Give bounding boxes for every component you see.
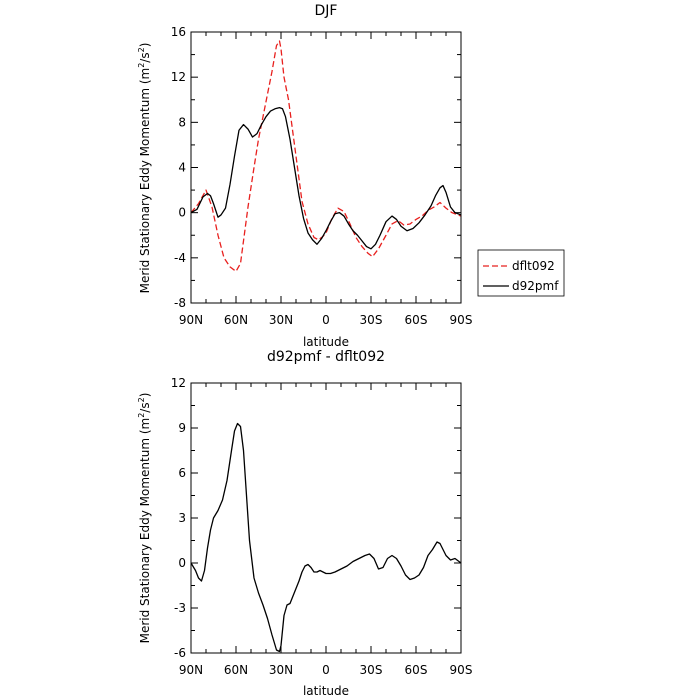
y-axis-unit-open: (m [138, 418, 152, 434]
y-tick-label: 8 [178, 115, 186, 129]
series-line-d92pmf [190, 107, 462, 250]
y-axis-unit-close: ) [138, 43, 152, 48]
y-tick-label: -4 [174, 251, 186, 265]
y-axis-label-text: Merid Stationary Eddy Momentum [138, 88, 152, 293]
x-axis-label: latitude [303, 684, 349, 698]
top-panel: DJF -8 -4 0 4 8 12 16 90N 60N 30N 0 30S 60S 90S lati… [137, 3, 565, 349]
x-tick-labels: 90N 60N 30N 0 30S 60S 90S [179, 663, 473, 677]
x-tick-label: 90N [179, 313, 203, 327]
x-tick-label: 90S [450, 313, 473, 327]
series-group [190, 422, 462, 653]
y-axis-unit-open: (m [138, 68, 152, 84]
y-axis-label-text: Merid Stationary Eddy Momentum [138, 438, 152, 643]
legend-box [477, 249, 565, 297]
x-tick-label: 60N [224, 663, 248, 677]
y-tick-label: 12 [171, 70, 186, 84]
x-tick-label: 30S [360, 663, 383, 677]
y-axis-unit-sup2: 2 [137, 397, 146, 402]
bottom-panel: d92pmf - dflt092 -6 -3 0 3 6 9 12 90N 60N 30N 0 30… [137, 349, 472, 698]
y-axis-unit-close: ) [138, 393, 152, 398]
tick-marks [190, 382, 462, 654]
y-tick-label: 6 [178, 466, 186, 480]
y-tick-label: 0 [178, 556, 186, 570]
x-tick-label: 90S [450, 663, 473, 677]
x-tick-label: 30N [269, 313, 293, 327]
y-tick-label: 4 [178, 161, 186, 175]
x-tick-label: 0 [322, 663, 330, 677]
series-line-dflt092 [190, 40, 462, 273]
y-axis-unit-mid: /s [138, 402, 152, 412]
y-tick-labels: -8 -4 0 4 8 12 16 [171, 25, 186, 310]
plot-frame [190, 31, 462, 304]
x-tick-label: 60S [405, 313, 428, 327]
series-group [190, 40, 462, 273]
y-tick-label: -6 [174, 646, 186, 660]
x-axis-label: latitude [303, 335, 349, 349]
chart-title: d92pmf - dflt092 [267, 349, 385, 365]
y-tick-label: 9 [178, 421, 186, 435]
x-tick-label: 90N [179, 663, 203, 677]
y-axis-unit-sup1: 2 [137, 413, 146, 418]
x-tick-labels: 90N 60N 30N 0 30S 60S 90S [179, 313, 473, 327]
y-tick-label: -8 [174, 296, 186, 310]
y-axis-label: Merid Stationary Eddy Momentum (m2/s2) [137, 393, 152, 644]
series-line-difference [190, 422, 462, 653]
y-axis-label: Merid Stationary Eddy Momentum (m2/s2) [137, 43, 152, 294]
y-tick-label: 12 [171, 376, 186, 390]
tick-marks [190, 31, 462, 304]
y-tick-label: 0 [178, 206, 186, 220]
x-tick-label: 30S [360, 313, 383, 327]
y-tick-label: 16 [171, 25, 186, 39]
legend: dflt092 d92pmf [477, 249, 565, 297]
x-tick-label: 60N [224, 313, 248, 327]
y-tick-labels: -6 -3 0 3 6 9 12 [171, 376, 186, 660]
y-axis-unit-sup1: 2 [137, 63, 146, 68]
chart-title: DJF [315, 3, 338, 19]
y-axis-unit-mid: /s [138, 52, 152, 62]
x-tick-label: 0 [322, 313, 330, 327]
y-axis-unit-sup2: 2 [137, 47, 146, 52]
plot-frame [190, 382, 462, 654]
y-tick-label: -3 [174, 601, 186, 615]
y-tick-label: 3 [178, 511, 186, 525]
x-tick-label: 60S [405, 663, 428, 677]
legend-label-dflt092: dflt092 [512, 259, 555, 273]
x-tick-label: 30N [269, 663, 293, 677]
legend-label-d92pmf: d92pmf [512, 279, 559, 293]
